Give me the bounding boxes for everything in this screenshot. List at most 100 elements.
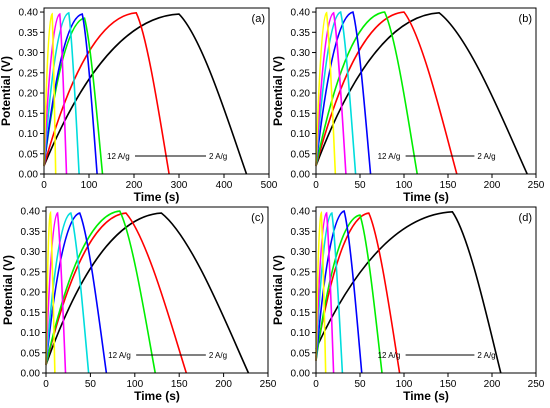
series-line-2-4 — [45, 212, 90, 374]
y-tick-label: 0.30 — [19, 48, 39, 59]
y-tick-label: 0.10 — [291, 328, 311, 339]
y-tick-label: 0.00 — [19, 170, 39, 181]
x-axis-label: Time (s) — [403, 190, 449, 204]
y-tick-label: 0.15 — [21, 308, 41, 319]
y-tick-label: 0.00 — [291, 369, 311, 380]
x-axis-label: Time (s) — [403, 389, 449, 403]
series-line-1-6 — [315, 11, 337, 175]
x-tick-label: 200 — [484, 379, 501, 390]
series-line-2-5 — [45, 211, 67, 374]
y-tick-label: 0.25 — [291, 267, 311, 278]
plot-frame — [43, 7, 270, 175]
series-line-1-0 — [315, 12, 528, 175]
y-axis-label: Potential (V) — [0, 56, 13, 126]
y-tick-label: 0.30 — [291, 48, 311, 59]
y-tick-label: 0.40 — [19, 8, 39, 19]
series-line-3-5 — [315, 211, 335, 374]
y-tick-label: 0.40 — [291, 207, 311, 218]
y-tick-label: 0.20 — [21, 288, 41, 299]
annotation-2ag: 2 A/g — [477, 152, 495, 161]
y-tick-label: 0.10 — [21, 328, 41, 339]
series-line-0-3 — [43, 13, 98, 175]
x-tick-label: 300 — [171, 180, 188, 191]
y-tick-label: 0.05 — [19, 149, 39, 160]
y-tick-label: 0.35 — [21, 227, 41, 238]
y-tick-label: 0.35 — [291, 28, 311, 39]
x-tick-label: 100 — [81, 180, 98, 191]
series-line-1-2 — [315, 11, 418, 175]
plot-frame — [315, 206, 537, 374]
y-tick-label: 0.35 — [19, 28, 39, 39]
y-tick-label: 0.30 — [291, 247, 311, 258]
x-tick-label: 100 — [396, 379, 413, 390]
panel-label: (a) — [252, 13, 265, 25]
series-line-2-0 — [45, 212, 250, 374]
y-tick-label: 0.00 — [21, 369, 41, 380]
chart-panel-0: 0 100 200 300 400 500 0.00 0.05 0.10 0.15 0.20 0.25… — [0, 7, 278, 204]
series-line-2-2 — [45, 210, 157, 374]
series-line-1-1 — [315, 11, 458, 175]
chart-panel-1: 0 50 100 150 200 250 0.00 0.05 0.10 0.15 0.20 0.25 0… — [271, 7, 545, 204]
plot-frame — [45, 206, 269, 374]
y-tick-label: 0.20 — [291, 89, 311, 100]
x-tick-label: 50 — [85, 379, 97, 390]
y-tick-label: 0.25 — [291, 68, 311, 79]
x-tick-label: 200 — [215, 379, 232, 390]
series-line-3-6 — [315, 210, 327, 374]
annotation-12ag: 12 A/g — [107, 152, 130, 161]
y-tick-label: 0.10 — [291, 129, 311, 140]
x-tick-label: 250 — [260, 379, 277, 390]
x-tick-label: 50 — [354, 379, 366, 390]
y-tick-label: 0.15 — [19, 109, 39, 120]
y-tick-label: 0.00 — [291, 170, 311, 181]
series-line-0-2 — [43, 17, 104, 175]
y-tick-label: 0.40 — [21, 207, 41, 218]
panel-label: (b) — [519, 13, 532, 25]
x-axis-label: Time (s) — [134, 389, 180, 403]
series-line-2-3 — [45, 212, 108, 374]
series-line-0-4 — [43, 11, 80, 175]
x-tick-label: 150 — [171, 379, 188, 390]
x-axis-label: Time (s) — [134, 190, 180, 204]
y-axis-label: Potential (V) — [1, 255, 15, 325]
y-tick-label: 0.30 — [21, 247, 41, 258]
y-tick-label: 0.20 — [291, 288, 311, 299]
series-line-2-6 — [45, 210, 56, 374]
series-line-0-0 — [43, 13, 248, 175]
y-tick-label: 0.20 — [19, 89, 39, 100]
chart-panel-2: 0 50 100 150 200 250 0.00 0.05 0.10 0.15 0.20 0.25 0… — [1, 206, 277, 403]
x-tick-label: 0 — [43, 379, 49, 390]
x-tick-label: 250 — [528, 379, 545, 390]
y-tick-label: 0.05 — [291, 149, 311, 160]
series-line-0-6 — [43, 12, 57, 175]
y-tick-label: 0.05 — [21, 348, 41, 359]
x-tick-label: 500 — [261, 180, 278, 191]
series-line-0-5 — [43, 12, 68, 175]
x-tick-label: 100 — [396, 180, 413, 191]
y-tick-label: 0.10 — [19, 129, 39, 140]
x-tick-label: 0 — [41, 180, 47, 191]
y-tick-label: 0.05 — [291, 348, 311, 359]
x-tick-label: 200 — [126, 180, 143, 191]
series-line-3-1 — [315, 212, 401, 374]
x-tick-label: 0 — [313, 379, 319, 390]
x-tick-label: 150 — [440, 180, 457, 191]
y-tick-label: 0.25 — [21, 267, 41, 278]
y-tick-label: 0.35 — [291, 227, 311, 238]
x-tick-label: 250 — [528, 180, 545, 191]
annotation-12ag: 12 A/g — [378, 152, 401, 161]
x-tick-label: 200 — [484, 180, 501, 191]
x-tick-label: 100 — [126, 379, 143, 390]
series-line-3-4 — [315, 211, 344, 374]
chart-panel-3: 0 50 100 150 200 250 0.00 0.05 0.10 0.15 0.20 0.25 0… — [271, 206, 545, 403]
annotation-12ag: 12 A/g — [378, 351, 401, 360]
annotation-2ag: 2 A/g — [209, 152, 227, 161]
y-axis-label: Potential (V) — [271, 255, 285, 325]
series-line-1-5 — [315, 11, 347, 175]
x-tick-label: 50 — [354, 180, 366, 191]
series-line-1-3 — [315, 11, 372, 175]
annotation-2ag: 2 A/g — [209, 351, 227, 360]
x-tick-label: 400 — [216, 180, 233, 191]
y-tick-label: 0.15 — [291, 308, 311, 319]
